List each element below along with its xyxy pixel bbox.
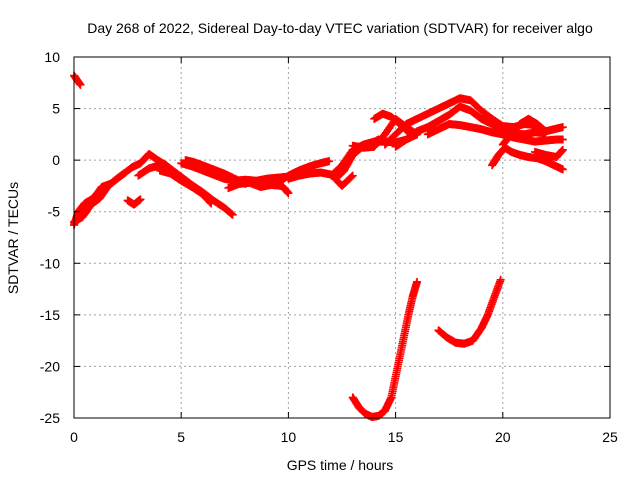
data-point <box>558 145 567 154</box>
y-tick-label: -20 <box>40 358 60 374</box>
series-prn-c <box>70 168 130 227</box>
series-prn-b <box>70 149 181 230</box>
data-point <box>325 157 334 166</box>
data-points <box>70 71 567 421</box>
data-point <box>496 275 505 284</box>
y-tick-label: 0 <box>52 152 60 168</box>
x-tick-label: 5 <box>177 429 185 445</box>
data-point <box>558 135 567 144</box>
y-tick-label: 10 <box>44 49 60 65</box>
x-tick-label: 10 <box>281 429 297 445</box>
y-axis-label: SDTVAR / TECUs <box>5 182 21 294</box>
series-prn-u <box>530 145 567 162</box>
y-tick-label: -5 <box>48 204 61 220</box>
series-prn-i <box>224 178 293 198</box>
series-prn-h <box>181 156 250 188</box>
series-prn-a <box>70 71 85 89</box>
data-point <box>76 80 85 89</box>
series-prn-r <box>423 120 567 146</box>
plot-frame <box>73 56 611 419</box>
x-axis-label: GPS time / hours <box>287 457 394 473</box>
series-prn-d <box>123 195 145 209</box>
data-point <box>136 195 145 204</box>
grid-lines <box>74 57 610 418</box>
data-point <box>121 168 130 177</box>
x-tick-label: 20 <box>495 429 511 445</box>
series-prn-w <box>434 275 505 348</box>
series-prn-t <box>498 114 567 149</box>
series-prn-v <box>348 277 422 421</box>
data-point <box>558 123 567 132</box>
series-prn-o <box>370 109 415 139</box>
data-point <box>413 277 422 286</box>
x-tick-label: 15 <box>388 429 404 445</box>
data-point <box>228 210 237 219</box>
data-point <box>348 171 357 180</box>
series-prn-f <box>155 166 216 208</box>
x-tick-label: 25 <box>602 429 618 445</box>
data-point <box>207 199 216 208</box>
y-tick-label: -25 <box>40 410 60 426</box>
y-tick-label: -15 <box>40 307 60 323</box>
data-point <box>284 189 293 198</box>
data-point <box>206 198 215 207</box>
y-tick-label: 5 <box>52 101 60 117</box>
chart-title: Day 268 of 2022, Sidereal Day-to-day VTE… <box>87 20 593 36</box>
data-point <box>205 197 214 206</box>
x-tick-label: 0 <box>70 429 78 445</box>
axis-ticks: 0 5 10 15 20 25 -25 -20 -15 -10 -5 0 5 10 <box>40 49 618 445</box>
data-point <box>558 165 567 174</box>
y-tick-label: -10 <box>40 255 60 271</box>
data-point <box>347 172 356 181</box>
